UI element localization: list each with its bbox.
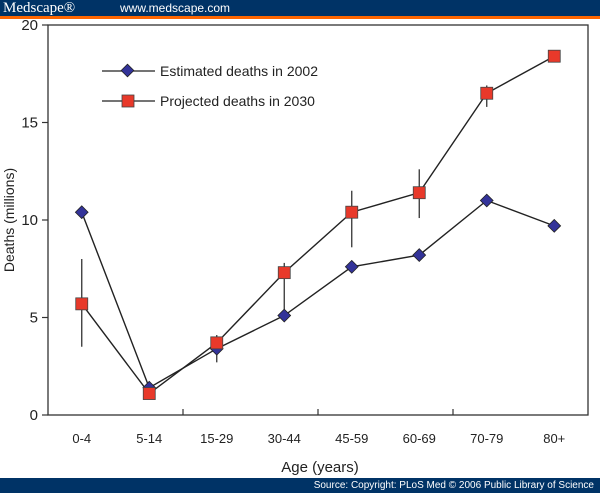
y-axis-label: Deaths (millions) bbox=[1, 168, 17, 272]
source-text: Source: Copyright: PLoS Med © 2006 Publi… bbox=[313, 480, 594, 491]
legend-label-2002: Estimated deaths in 2002 bbox=[160, 63, 318, 79]
x-tick-label: 80+ bbox=[543, 431, 565, 446]
y-tick-label: 0 bbox=[30, 407, 38, 424]
site-url[interactable]: www.medscape.com bbox=[120, 1, 231, 15]
medscape-logo: Medscape® bbox=[3, 0, 76, 16]
data-point-2030 bbox=[480, 86, 494, 100]
y-tick-label: 20 bbox=[21, 17, 38, 34]
y-tick-label: 15 bbox=[21, 115, 38, 132]
x-tick-label: 15-29 bbox=[200, 431, 233, 446]
series-line-2030 bbox=[81, 55, 555, 395]
data-point-2002 bbox=[74, 205, 89, 220]
y-tick-label: 10 bbox=[21, 212, 38, 229]
data-point-2030 bbox=[547, 49, 561, 63]
line-chart: 0 5 10 15 20 0-4 5-14 15-29 30-44 45-59 60-69 70-79… bbox=[1, 17, 589, 476]
medscape-header: Medscape® www.medscape.com bbox=[0, 0, 600, 19]
legend-square-marker bbox=[121, 94, 135, 108]
x-tick-label: 70-79 bbox=[470, 431, 503, 446]
data-point-2030 bbox=[210, 336, 224, 350]
data-point-2030 bbox=[75, 297, 89, 311]
data-point-2002 bbox=[547, 218, 562, 233]
legend-diamond-marker bbox=[120, 63, 135, 78]
y-tick-label: 5 bbox=[30, 310, 38, 327]
x-tick-label: 5-14 bbox=[136, 431, 162, 446]
x-tick-label: 60-69 bbox=[403, 431, 436, 446]
source-footer: Source: Copyright: PLoS Med © 2006 Publi… bbox=[0, 478, 600, 493]
legend: Estimated deaths in 2002 Projected death… bbox=[102, 63, 318, 109]
data-point-2030 bbox=[142, 387, 156, 400]
x-axis-label: Age (years) bbox=[281, 459, 359, 476]
data-point-2030 bbox=[412, 186, 426, 200]
data-point-2002 bbox=[479, 193, 494, 208]
data-point-2030 bbox=[345, 205, 359, 219]
data-point-2002 bbox=[344, 259, 359, 274]
x-tick-label: 45-59 bbox=[335, 431, 368, 446]
data-point-2002 bbox=[412, 248, 427, 263]
data-point-2002 bbox=[277, 308, 292, 323]
legend-label-2030: Projected deaths in 2030 bbox=[160, 93, 315, 109]
x-tick-label: 0-4 bbox=[72, 431, 91, 446]
x-tick-label: 30-44 bbox=[268, 431, 301, 446]
plot-frame bbox=[47, 24, 589, 416]
series-line-2002 bbox=[81, 199, 555, 389]
data-point-2030 bbox=[277, 266, 291, 280]
